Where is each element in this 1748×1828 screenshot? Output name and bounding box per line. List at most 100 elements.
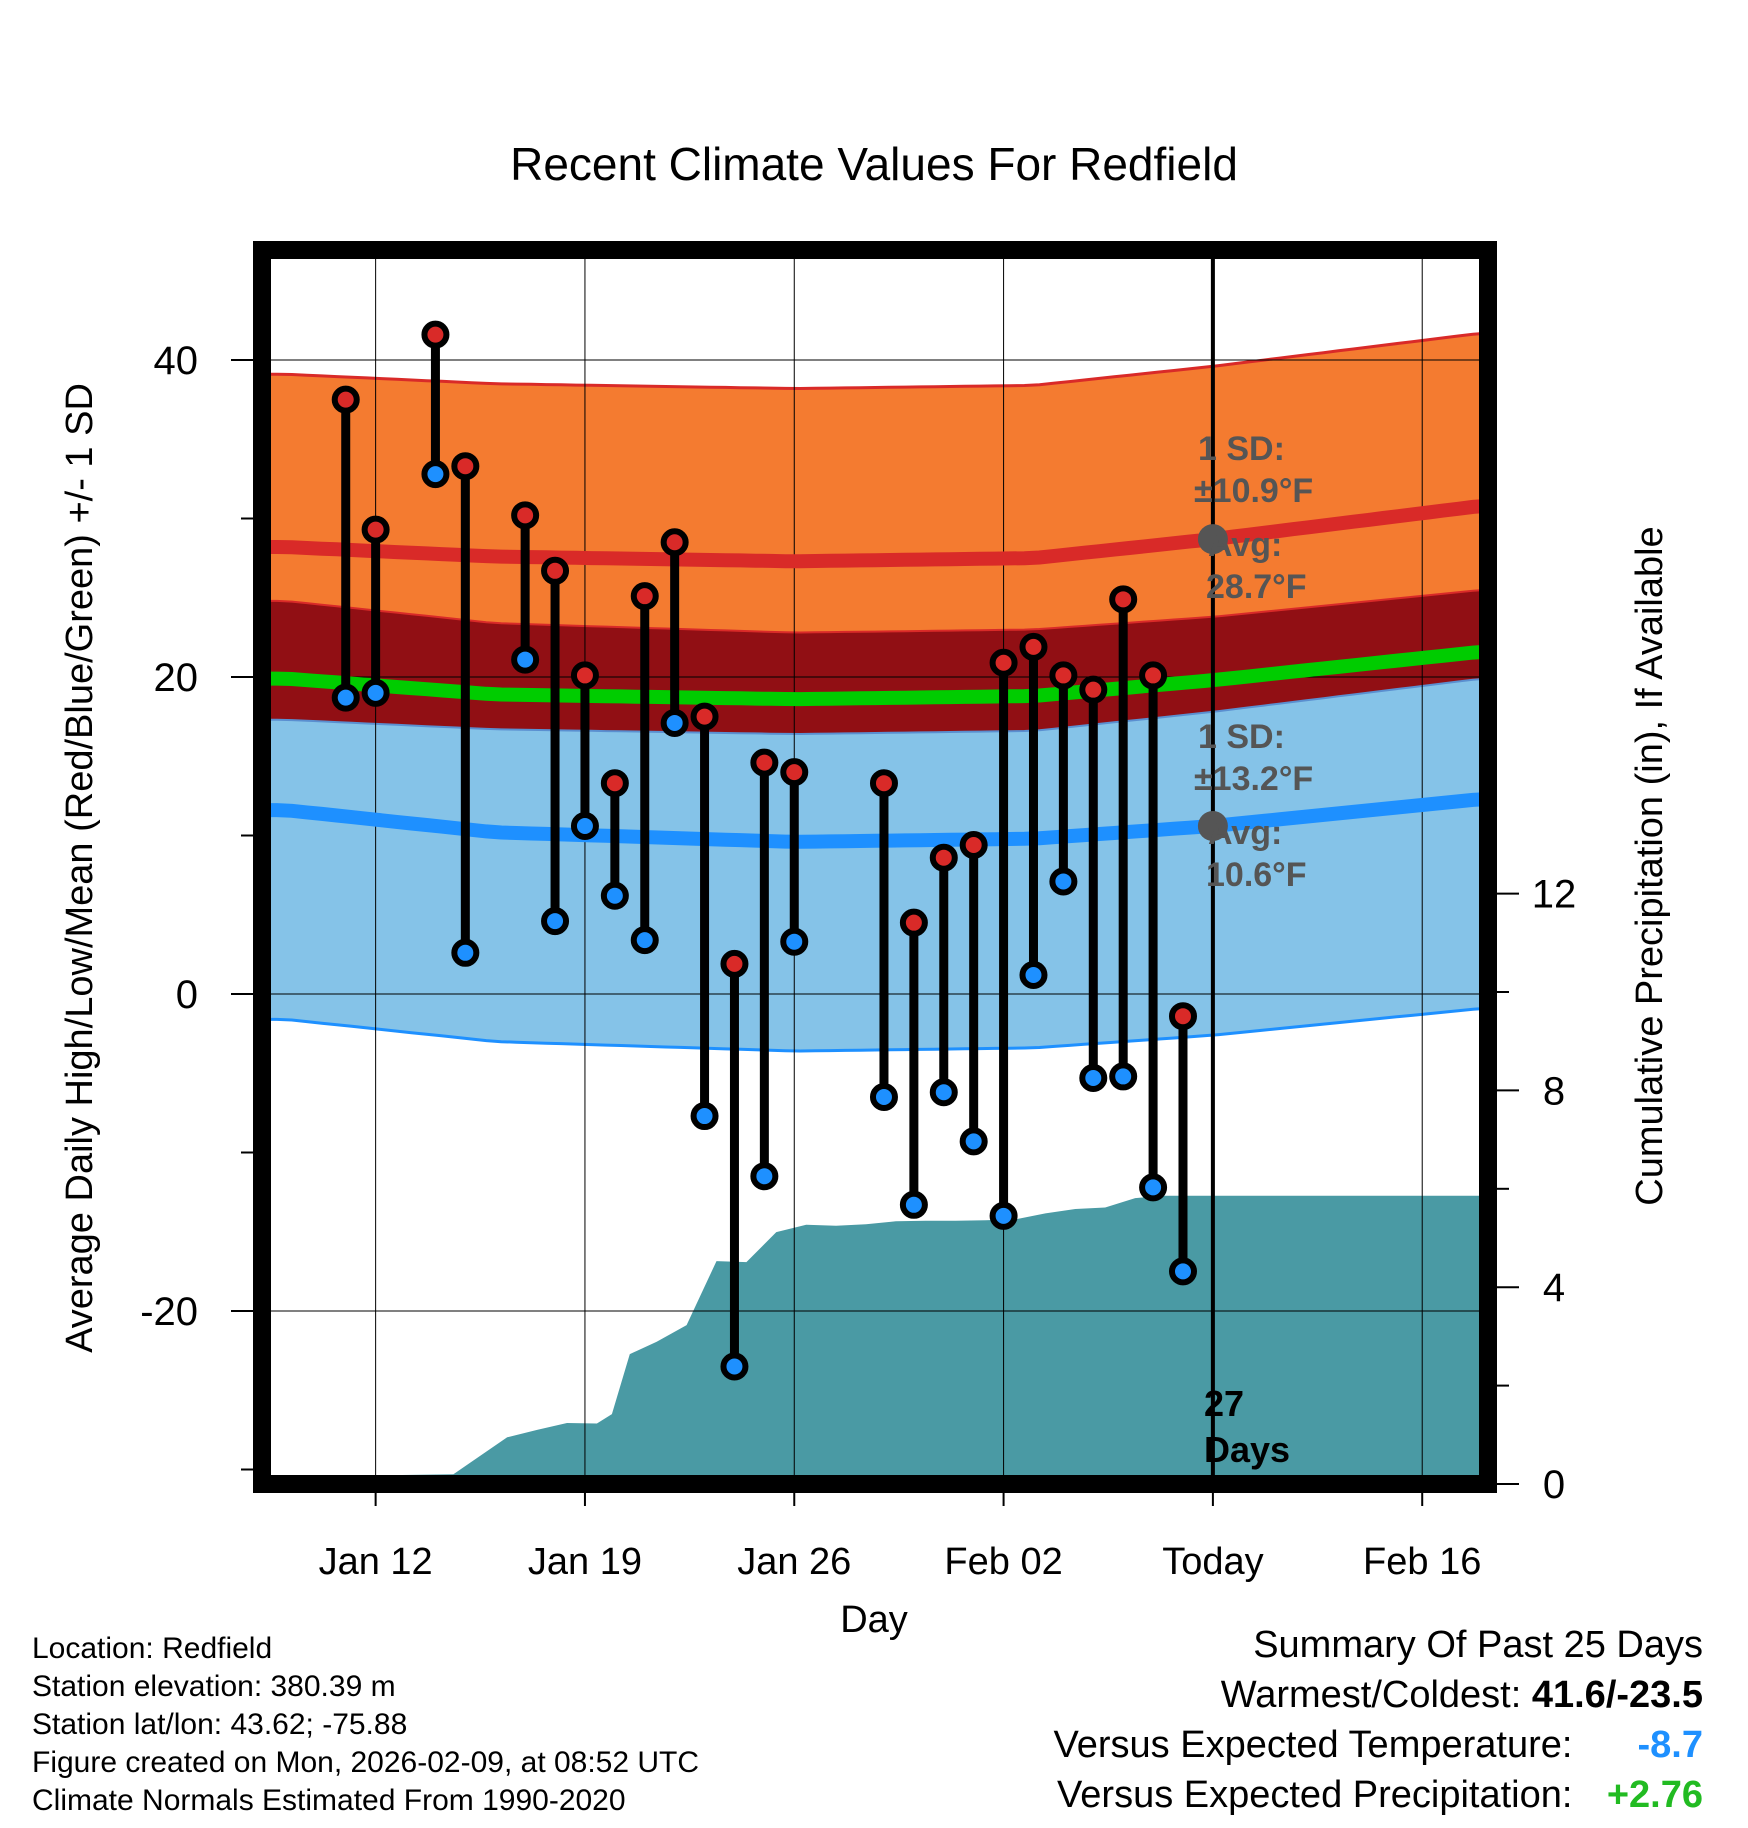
daily-high-point [1019,632,1048,661]
daily-low-point [1019,960,1048,989]
daily-high-point [899,908,928,937]
summary-heading: Summary Of Past 25 Days [1253,1624,1703,1666]
chart-title: Recent Climate Values For Redfield [510,138,1238,190]
warmest-coldest-label: Warmest/Coldest: [1220,1674,1522,1716]
daily-high-point [750,748,779,777]
low-avg-value: 10.6°F [1206,856,1307,894]
daily-low-point [750,1162,779,1191]
today-high-normal-dot [1197,524,1228,555]
precip-label: Versus Expected Precipitation: [1057,1774,1573,1816]
y-left-axis-label: Average Daily High/Low/Mean (Red/Blue/Gr… [59,383,101,1353]
low-avg-label: Avg: [1208,814,1282,852]
high-sd-upper-line [262,331,1489,391]
y-right-tick-label: 0 [1543,1463,1565,1507]
daily-high-point [989,648,1018,677]
x-tick-label: Feb 02 [944,1541,1062,1583]
x-tick-label: Feb 16 [1363,1541,1481,1583]
summary-precip: Versus Expected Precipitation: +2.76 [1054,1770,1703,1820]
y-left-tick-label: 0 [176,973,198,1017]
normals-text: Climate Normals Estimated From 1990-2020 [32,1784,626,1817]
daily-high-point [720,949,749,978]
x-tick-label: Jan 19 [528,1541,642,1583]
daily-low-point [720,1352,749,1381]
low-sd-lower-line [262,1006,1489,1053]
daily-low-point [1049,867,1078,896]
daily-low-point [1079,1064,1108,1093]
daily-high-point [511,501,540,530]
summary-temp: Versus Expected Temperature: -8.7 [1054,1720,1703,1770]
precip-value: +2.76 [1606,1774,1703,1816]
daily-high-point [959,831,988,860]
high-avg-value: 28.7°F [1206,568,1307,606]
daily-low-point [541,907,570,936]
today-low-normal-dot [1197,810,1228,841]
daily-low-point [600,881,629,910]
days-word: Days [1204,1429,1290,1470]
created-text: Figure created on Mon, 2026-02-09, at 08… [32,1746,700,1779]
daily-high-point [1079,675,1108,704]
daily-low-point [929,1078,958,1107]
daily-high-point [1168,1002,1197,1031]
location-text: Location: Redfield [32,1632,273,1665]
x-tick-label: Today [1162,1541,1263,1583]
daily-low-point [1139,1173,1168,1202]
daily-high-point [361,515,390,544]
daily-high-point [1109,585,1138,614]
daily-high-point [660,528,689,557]
x-axis-label: Day [840,1599,908,1641]
footer-info: Location: Redfield Station elevation: 38… [32,1630,699,1820]
daily-high-point [1049,661,1078,690]
summary-panel: Summary Of Past 25 Days Warmest/Coldest:… [1054,1620,1703,1820]
daily-low-point [690,1102,719,1131]
daily-stems [331,320,1197,1381]
temp-value: -8.7 [1637,1724,1703,1766]
y-right-tick-label: 12 [1532,873,1577,917]
annotations: 1 SD: ±10.9°F Avg: 28.7°F 1 SD: ±13.2°F Avg: 10… [1194,430,1313,1470]
daily-low-point [869,1083,898,1112]
x-tick-label: Jan 26 [737,1541,851,1583]
daily-high-point [630,582,659,611]
daily-low-point [780,927,809,956]
daily-low-point [899,1190,928,1219]
daily-low-point [660,708,689,737]
daily-high-point [541,556,570,585]
daily-high-point [869,769,898,798]
daily-low-point [511,645,540,674]
low-sd-label: 1 SD: [1198,718,1285,756]
daily-low-point [570,811,599,840]
y-left-tick-label: -20 [140,1290,198,1334]
daily-high-point [929,843,958,872]
y-left-tick-label: 20 [154,656,199,700]
warmest-coldest-value: 41.6/-23.5 [1531,1674,1703,1716]
daily-high-point [690,702,719,731]
daily-low-point [959,1127,988,1156]
days-count: 27 [1204,1383,1244,1424]
daily-high-point [421,320,450,349]
high-avg-label: Avg: [1208,526,1282,564]
latlon-text: Station lat/lon: 43.62; -75.88 [32,1708,408,1741]
y-left-tick-label: 40 [154,339,199,383]
precip-area [262,1195,1482,1484]
elevation-text: Station elevation: 380.39 m [32,1670,396,1703]
daily-high-point [1139,661,1168,690]
daily-low-point [1109,1062,1138,1091]
daily-low-point [1168,1257,1197,1286]
daily-high-point [600,769,629,798]
y-right-axis-label: Cumulative Precipitation (in), If Availa… [1629,526,1671,1205]
daily-low-point [361,678,390,707]
daily-low-point [331,683,360,712]
y-right-tick-label: 8 [1543,1069,1565,1113]
daily-low-point [421,460,450,489]
daily-high-point [451,452,480,481]
high-sd-label: 1 SD: [1198,430,1285,468]
x-tick-label: Jan 12 [319,1541,433,1583]
y-right-tick-label: 4 [1543,1266,1565,1310]
plot-border [253,241,1497,1493]
daily-high-point [570,661,599,690]
daily-high-point [780,758,809,787]
daily-high-point [331,385,360,414]
daily-low-point [989,1201,1018,1230]
low-sd-value: ±13.2°F [1194,760,1313,798]
summary-warmest-coldest: Warmest/Coldest: 41.6/-23.5 [1054,1670,1703,1720]
axes: Jan 12 Jan 19 Jan 26 Feb 02 Today Feb 16 Day -2… [59,339,1671,1641]
